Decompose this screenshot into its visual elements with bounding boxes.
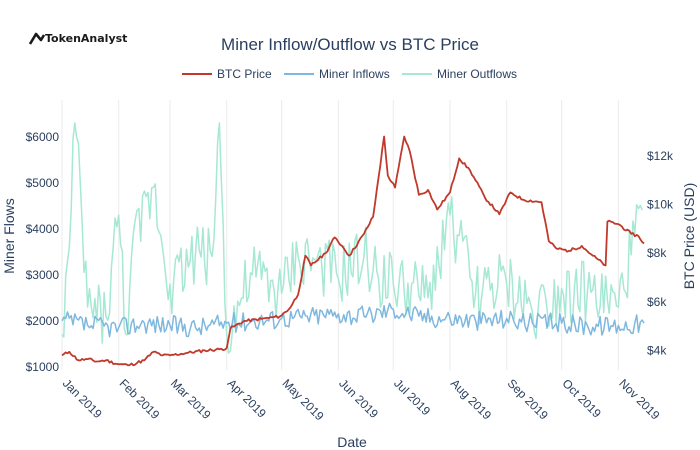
y-tick-label: $2000 bbox=[26, 314, 60, 328]
y-tick-label: $5000 bbox=[26, 176, 60, 190]
x-tick-label: Sep 2019 bbox=[505, 376, 551, 422]
chart-title: Miner Inflow/Outflow vs BTC Price bbox=[221, 35, 479, 54]
y2-tick-label: $12k bbox=[647, 149, 674, 163]
x-axis-title: Date bbox=[337, 434, 367, 450]
legend: BTC Price Miner Inflows Miner Outflows bbox=[182, 67, 517, 81]
brand-name: TokenAnalyst bbox=[45, 32, 127, 45]
y-tick-label: $1000 bbox=[26, 360, 60, 374]
x-tick-label: Aug 2019 bbox=[448, 376, 494, 422]
x-tick-label: May 2019 bbox=[280, 376, 327, 423]
y-tick-label: $6000 bbox=[26, 130, 60, 144]
legend-label: BTC Price bbox=[217, 67, 272, 81]
y2-tick-label: $10k bbox=[647, 198, 674, 212]
brand-logo-icon bbox=[28, 32, 46, 45]
x-tick-label: Nov 2019 bbox=[616, 376, 662, 422]
y2-tick-label: $6k bbox=[647, 295, 667, 309]
x-tick-label: Apr 2019 bbox=[225, 376, 270, 421]
x-tick-label: Mar 2019 bbox=[168, 376, 214, 422]
series-line-miner-outflows bbox=[61, 122, 643, 354]
y-axis-title: Miner Flows bbox=[1, 198, 17, 273]
y-tick-label: $3000 bbox=[26, 268, 60, 282]
legend-label: Miner Outflows bbox=[437, 67, 517, 81]
y-tick-label: $4000 bbox=[26, 222, 60, 236]
x-tick-label: Jun 2019 bbox=[336, 376, 381, 421]
series-line-miner-inflows bbox=[61, 302, 645, 338]
y2-axis-title: BTC Price (USD) bbox=[681, 183, 697, 290]
x-tick-label: Jan 2019 bbox=[60, 376, 105, 421]
y2-tick-label: $4k bbox=[647, 344, 667, 358]
x-tick-label: Feb 2019 bbox=[117, 376, 163, 422]
x-tick-label: Oct 2019 bbox=[560, 376, 605, 421]
legend-label: Miner Inflows bbox=[319, 67, 390, 81]
series-layer bbox=[61, 122, 645, 367]
brand-logo: TokenAnalyst bbox=[28, 32, 127, 45]
x-tick-label: Jul 2019 bbox=[391, 376, 433, 418]
series-line-btc-price bbox=[61, 135, 645, 367]
y2-tick-label: $8k bbox=[647, 246, 667, 260]
